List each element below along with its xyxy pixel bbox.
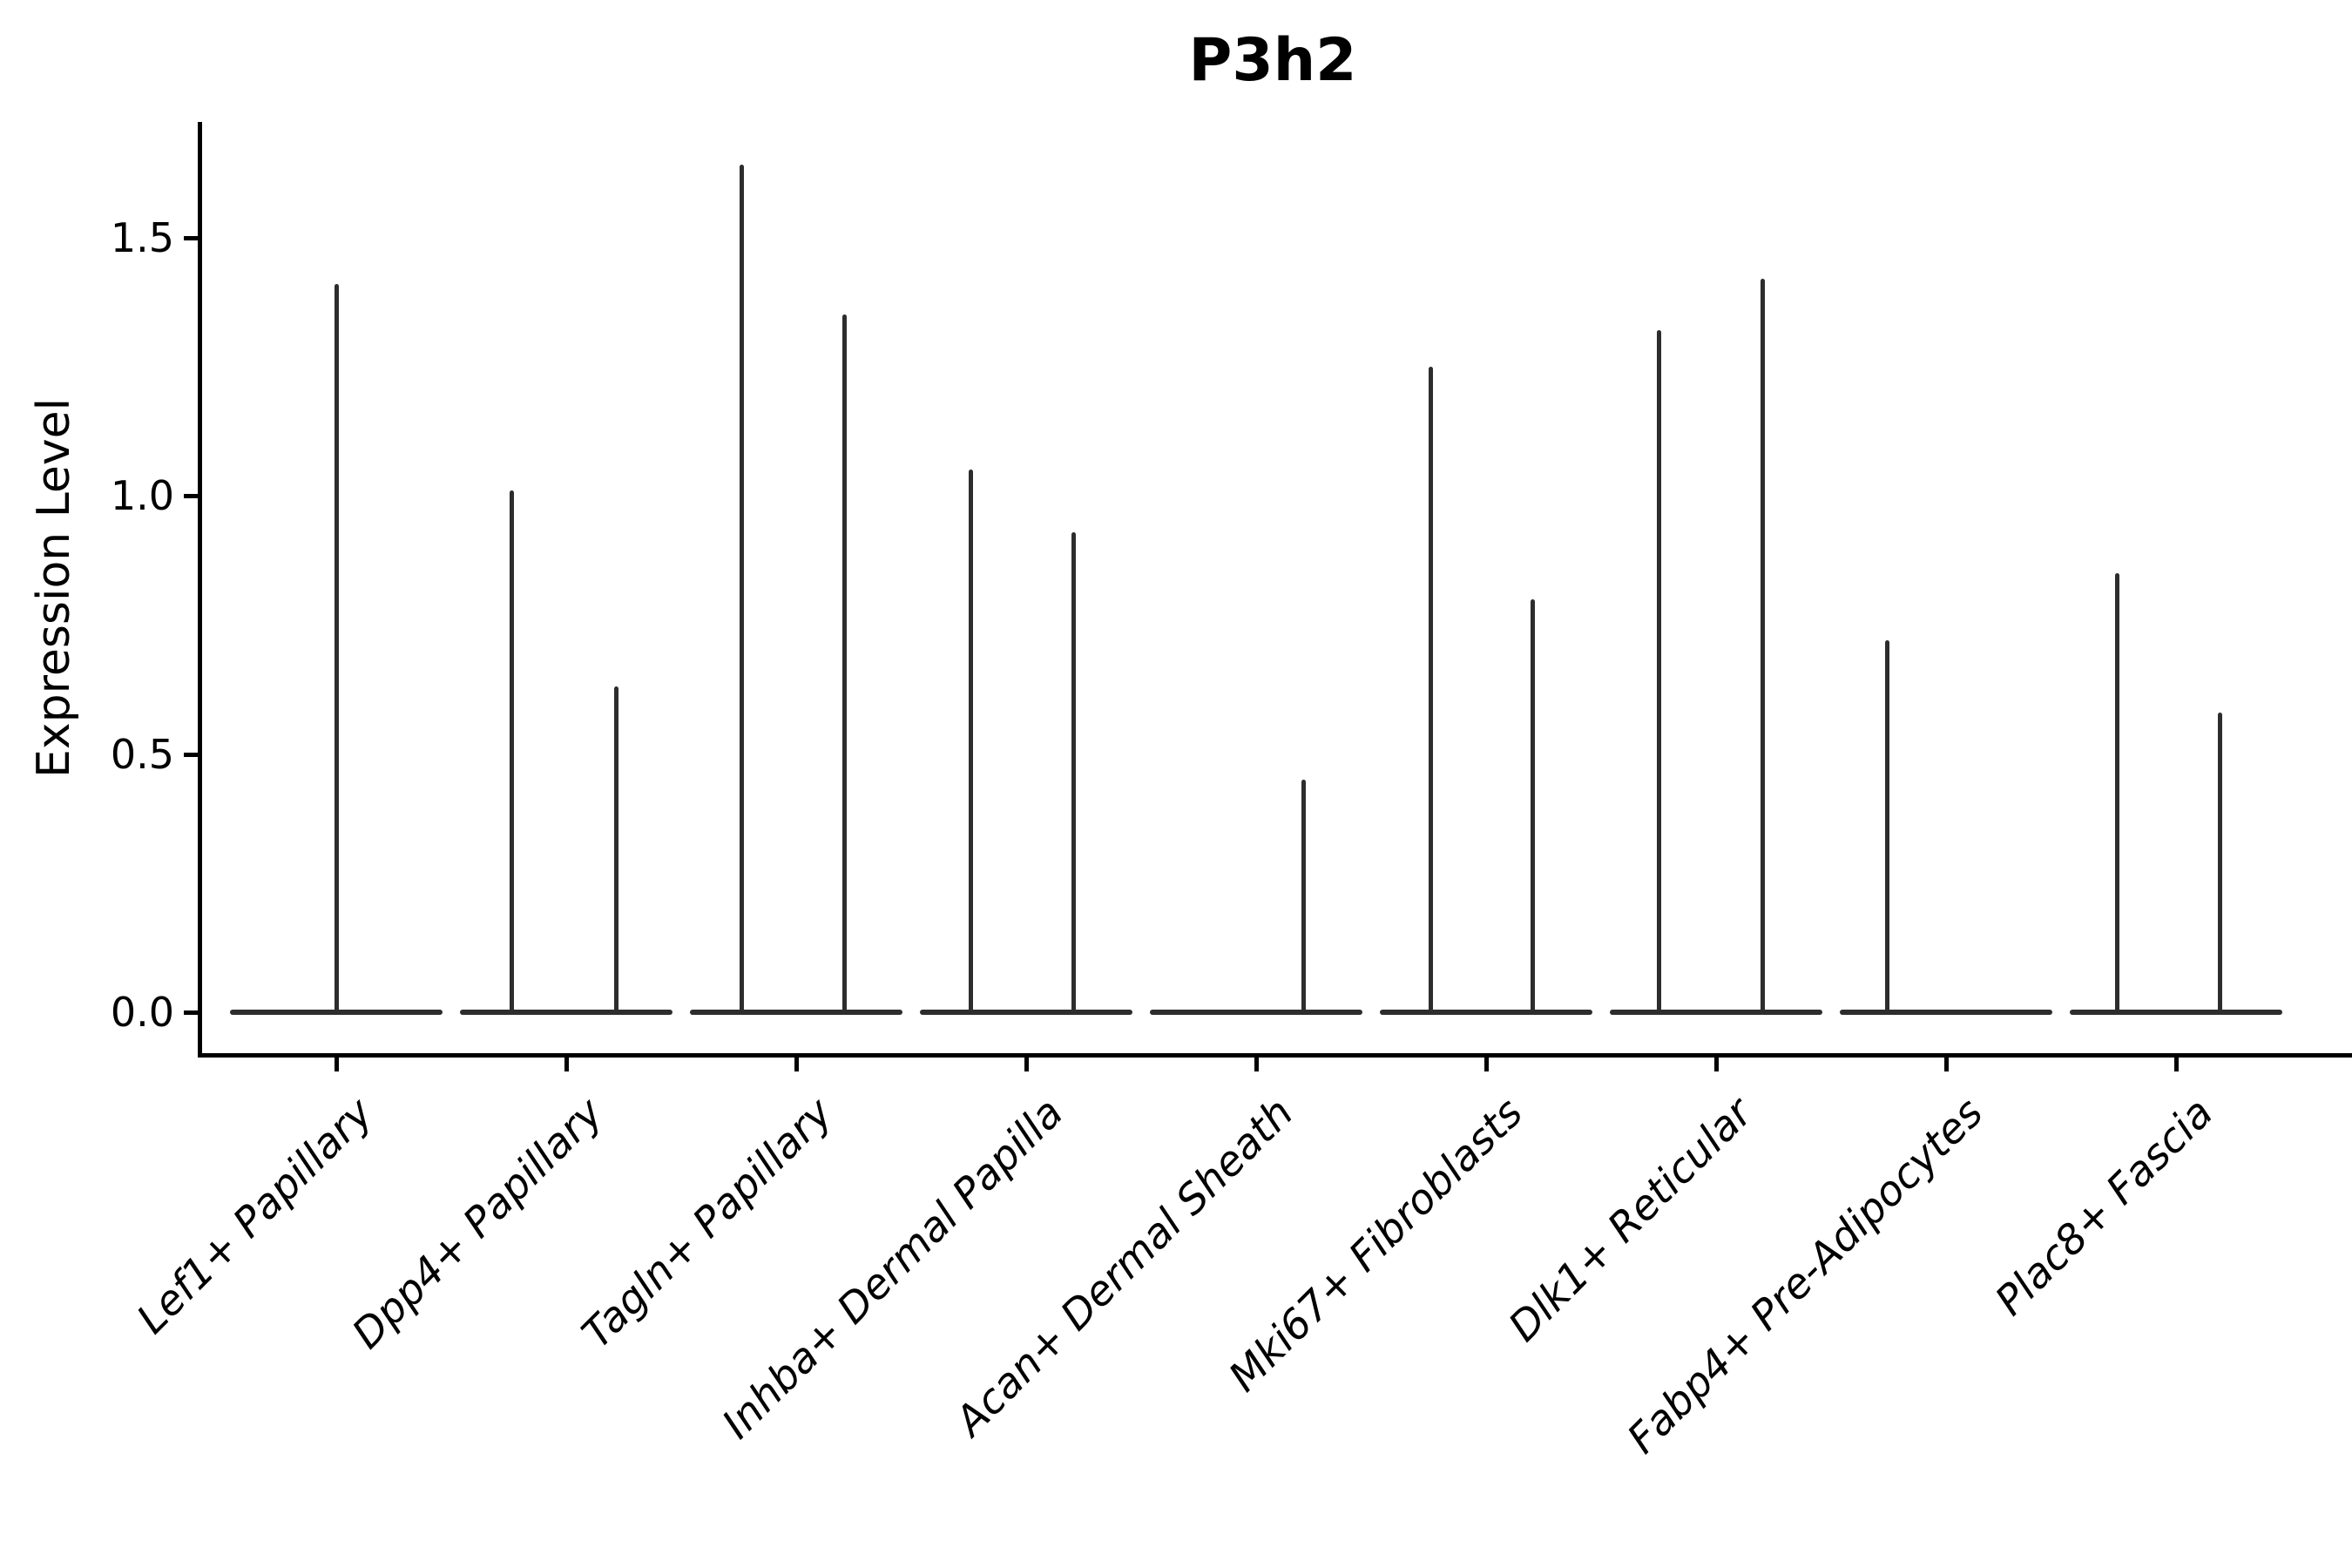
violin-base [920, 1010, 1132, 1015]
violin-spike [1071, 531, 1077, 1015]
x-tick-mark [1944, 1058, 1949, 1071]
violin-spike [613, 686, 618, 1015]
y-tick-label: 1.0 [110, 472, 174, 519]
violin-spike [2115, 572, 2120, 1015]
x-tick-mark [2174, 1058, 2179, 1071]
x-tick-mark [1024, 1058, 1029, 1071]
x-tick-mark [564, 1058, 569, 1071]
violin-spike [2218, 713, 2223, 1015]
x-tick-label: Plac8+ Fascia [1985, 1089, 2222, 1326]
x-tick-mark [1714, 1058, 1719, 1071]
x-tick-label: Tagln+ Papillary [573, 1089, 842, 1358]
x-tick-mark [794, 1058, 799, 1071]
y-axis-label: Expression Level [28, 397, 80, 779]
y-tick-mark [184, 1010, 198, 1015]
violin-base [2070, 1010, 2282, 1015]
violin-spike [1530, 598, 1535, 1015]
violin-spike [510, 490, 515, 1015]
violin-base [1610, 1010, 1822, 1015]
plot-area [198, 122, 2352, 1058]
y-tick-mark [184, 235, 198, 240]
chart-title: P3h2 [1188, 26, 1357, 95]
violin-spike [842, 314, 848, 1015]
violin-base [690, 1010, 902, 1015]
x-tick-label: Lef1+ Papillary [127, 1089, 382, 1344]
y-tick-label: 1.5 [110, 213, 174, 261]
violin-base [460, 1010, 672, 1015]
y-tick-label: 0.0 [110, 989, 174, 1036]
violin-spike [1301, 780, 1306, 1015]
y-tick-mark [184, 494, 198, 498]
x-tick-label: Dlk1+ Reticular [1499, 1089, 1762, 1351]
x-tick-mark [1254, 1058, 1259, 1071]
violin-spike [969, 470, 974, 1015]
y-tick-label: 0.5 [110, 730, 174, 778]
violin-spike [334, 283, 339, 1015]
violin-spike [1885, 640, 1890, 1015]
violin-base [1150, 1010, 1362, 1015]
violin-spike [1760, 278, 1765, 1015]
violin-base [1380, 1010, 1592, 1015]
violin-spike [1656, 330, 1661, 1015]
x-tick-mark [335, 1058, 339, 1071]
violin-base [1840, 1010, 2052, 1015]
violin-spike [740, 165, 745, 1015]
x-tick-label: Dpp4+ Papillary [342, 1089, 612, 1359]
x-tick-mark [1484, 1058, 1489, 1071]
y-tick-mark [184, 752, 198, 757]
violin-spike [1428, 366, 1433, 1015]
